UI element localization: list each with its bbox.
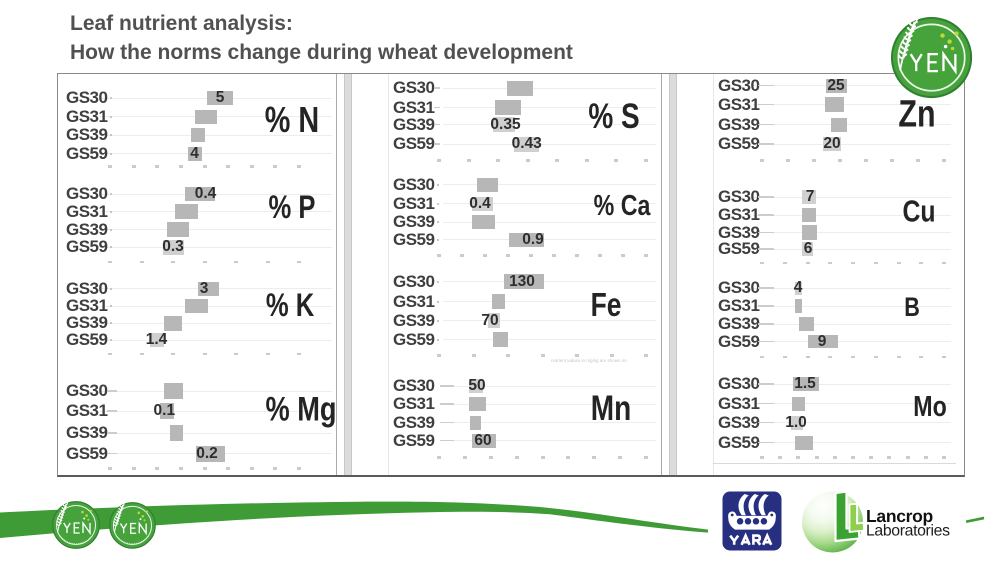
svg-text:Lancrop: Lancrop	[866, 506, 933, 526]
svg-text:Laboratories: Laboratories	[866, 523, 950, 540]
